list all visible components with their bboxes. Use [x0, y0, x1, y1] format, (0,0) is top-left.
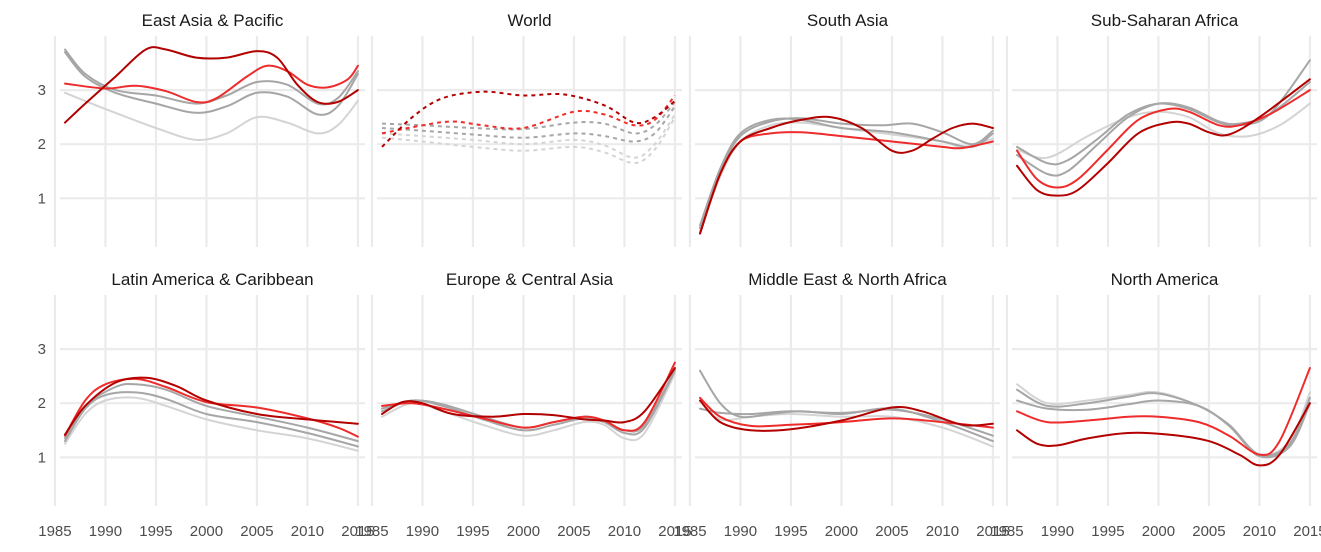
panel-title: South Asia — [807, 11, 889, 30]
x-tick-label: 1995 — [774, 523, 807, 540]
x-tick-label: 2015 — [1293, 523, 1321, 540]
panel-2: South Asia — [688, 11, 1000, 247]
series-line — [64, 382, 359, 443]
y-tick-label: 1 — [38, 190, 46, 207]
panel-title: Latin America & Caribbean — [111, 270, 313, 289]
series-line — [1016, 399, 1311, 459]
x-tick-label: 2005 — [557, 523, 590, 540]
series-line — [64, 391, 359, 448]
x-tick-label: 2010 — [291, 523, 324, 540]
x-tick-label: 1990 — [1041, 523, 1074, 540]
series-line — [381, 105, 676, 143]
series-line — [699, 117, 994, 230]
panel-title: Europe & Central Asia — [446, 270, 614, 289]
series-line — [699, 407, 994, 437]
series-line — [381, 94, 676, 135]
series-line — [64, 91, 359, 142]
series-line — [64, 64, 359, 104]
panel-7: North America 1985 1990 1995 2000 2005 2010 201… — [990, 270, 1321, 540]
panel-title: Sub-Saharan Africa — [1091, 11, 1239, 30]
series-line — [64, 376, 359, 436]
series-line — [699, 399, 994, 432]
x-tick-label: 1985 — [990, 523, 1023, 540]
x-tick-label: 2015 — [976, 523, 1009, 540]
x-tick-label: 1990 — [724, 523, 757, 540]
y-tick-label: 3 — [38, 341, 46, 358]
x-tick-label: 2000 — [825, 523, 858, 540]
x-tick-label: 1985 — [673, 523, 706, 540]
series-line — [699, 117, 994, 227]
panel-6: Middle East & North Africa 1985 1990 1995 20… — [673, 270, 1009, 540]
x-tick-label: 2005 — [240, 523, 273, 540]
x-tick-label: 2000 — [190, 523, 223, 540]
series-line — [381, 369, 676, 436]
series-line — [1016, 81, 1311, 177]
series-line — [381, 116, 676, 165]
y-tick-label: 3 — [38, 82, 46, 99]
x-tick-label: 1995 — [456, 523, 489, 540]
series-line — [1016, 402, 1311, 467]
series-line — [381, 368, 676, 433]
series-line — [699, 396, 994, 429]
panel-title: World — [507, 11, 551, 30]
panel-5: Europe & Central Asia 1985 1990 1995 2000 200… — [355, 270, 691, 540]
series-line — [1016, 102, 1311, 160]
panel-3: Sub-Saharan Africa — [1005, 11, 1317, 247]
series-line — [381, 113, 676, 159]
series-line — [1016, 89, 1311, 189]
x-tick-label: 1990 — [406, 523, 439, 540]
series-line — [64, 396, 359, 452]
x-tick-label: 2010 — [1243, 523, 1276, 540]
series-line — [64, 46, 359, 124]
x-tick-label: 1985 — [355, 523, 388, 540]
x-tick-label: 1985 — [38, 523, 71, 540]
x-tick-label: 2000 — [507, 523, 540, 540]
x-tick-label: 2015 — [658, 523, 691, 540]
x-tick-label: 2005 — [875, 523, 908, 540]
series-line — [1016, 78, 1311, 197]
x-tick-label: 1995 — [139, 523, 172, 540]
series-line — [1016, 388, 1311, 457]
y-tick-label: 2 — [38, 395, 46, 412]
series-line — [381, 101, 676, 135]
panel-4: Latin America & Caribbean 1 2 3 1985 1990 1995… — [38, 270, 375, 540]
x-tick-label: 2010 — [608, 523, 641, 540]
series-line — [381, 367, 676, 424]
x-tick-label: 2015 — [341, 523, 374, 540]
panel-title: Middle East & North Africa — [748, 270, 947, 289]
y-tick-label: 1 — [38, 449, 46, 466]
series-line — [699, 131, 994, 235]
series-line — [64, 377, 359, 438]
x-tick-label: 2000 — [1142, 523, 1175, 540]
y-tick-label: 2 — [38, 136, 46, 153]
x-tick-label: 1995 — [1091, 523, 1124, 540]
series-line — [699, 115, 994, 235]
x-tick-label: 2010 — [926, 523, 959, 540]
panel-title: North America — [1111, 270, 1219, 289]
series-line — [699, 399, 994, 448]
panel-0: East Asia & Pacific 1 2 3 — [38, 11, 365, 247]
x-tick-label: 2005 — [1192, 523, 1225, 540]
series-line — [1016, 367, 1311, 456]
x-tick-label: 1990 — [89, 523, 122, 540]
panel-1: World — [370, 11, 682, 247]
panel-title: East Asia & Pacific — [142, 11, 284, 30]
series-line — [381, 90, 676, 148]
